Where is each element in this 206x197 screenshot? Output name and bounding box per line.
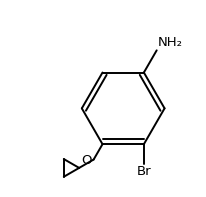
Text: Br: Br <box>136 165 150 178</box>
Text: O: O <box>80 154 91 167</box>
Text: NH₂: NH₂ <box>157 36 182 49</box>
